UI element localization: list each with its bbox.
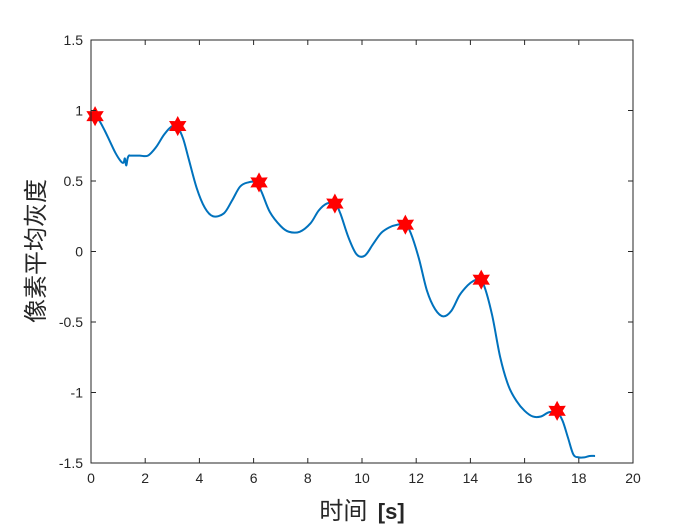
y-tick-label: 0 xyxy=(75,244,83,260)
peak-marker xyxy=(169,115,187,137)
x-axis-title-text: 时间 xyxy=(319,497,367,525)
series-layer xyxy=(90,113,596,459)
x-tick-label: 8 xyxy=(304,470,312,486)
x-tick-label: 20 xyxy=(625,470,641,486)
y-axis-title: 像素平均灰度 xyxy=(22,179,50,323)
y-tick-label: 0.5 xyxy=(64,173,84,189)
y-axis-ticks: -1.5 -1 -0.5 0 0.5 1 1.5 xyxy=(59,32,633,471)
peak-marker xyxy=(472,269,490,290)
series-line xyxy=(90,113,596,459)
x-axis-title-unit: [s] xyxy=(378,499,405,524)
marker-layer xyxy=(86,106,566,421)
peak-marker xyxy=(396,214,415,235)
x-tick-label: 10 xyxy=(354,470,370,486)
x-tick-label: 18 xyxy=(571,470,587,486)
peak-marker xyxy=(86,106,104,127)
x-tick-label: 2 xyxy=(141,470,149,486)
x-tick-label: 4 xyxy=(196,470,204,486)
x-axis-ticks: 0 2 4 6 8 10 12 14 16 18 20 xyxy=(87,40,641,486)
y-tick-label: -1 xyxy=(71,385,84,401)
x-tick-label: 14 xyxy=(463,470,479,486)
x-tick-label: 0 xyxy=(87,470,95,486)
peak-marker xyxy=(548,400,566,421)
x-tick-label: 12 xyxy=(408,470,424,486)
y-tick-label: -1.5 xyxy=(59,455,83,471)
y-tick-label: -0.5 xyxy=(59,314,83,330)
peak-marker xyxy=(326,193,344,214)
peak-marker xyxy=(250,172,268,193)
y-tick-label: 1 xyxy=(75,103,83,119)
x-axis-title: 时间 [s] xyxy=(319,497,404,525)
plot-area xyxy=(91,40,633,463)
x-tick-label: 16 xyxy=(517,470,533,486)
y-tick-label: 1.5 xyxy=(64,32,84,48)
x-tick-label: 6 xyxy=(250,470,258,486)
